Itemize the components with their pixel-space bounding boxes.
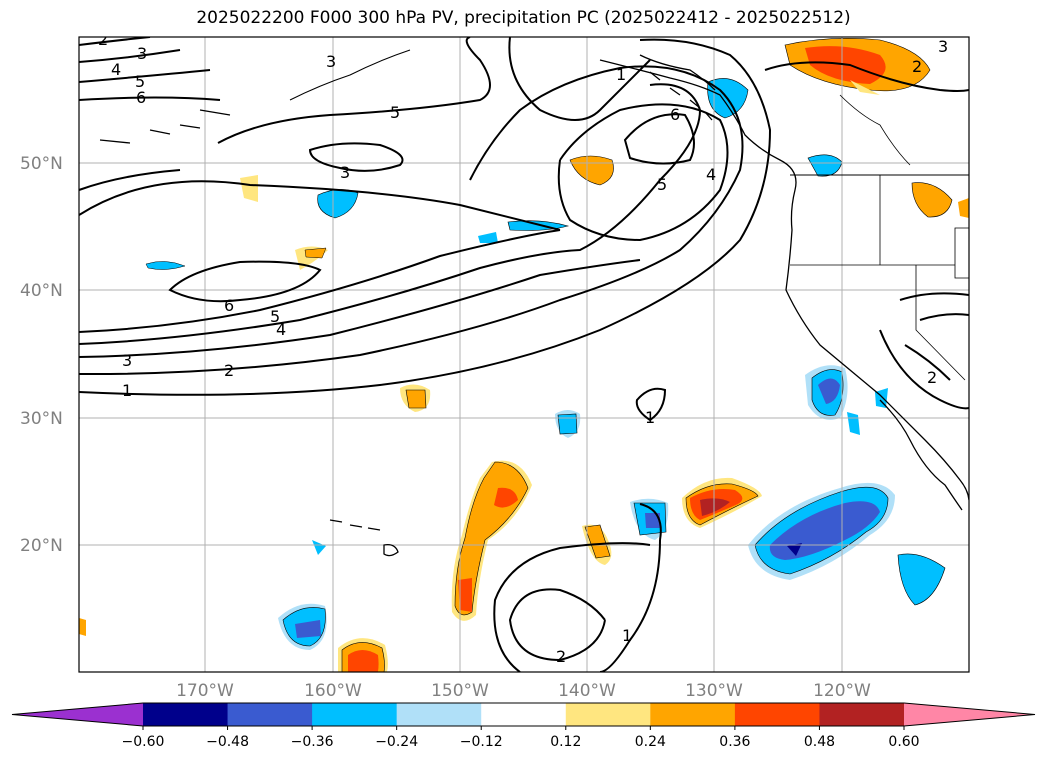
colorbar-segment xyxy=(396,703,482,726)
colorbar-segment xyxy=(227,703,313,726)
contour-label: 3 xyxy=(326,52,336,71)
gridlines xyxy=(79,37,969,672)
contour-label: 5 xyxy=(390,103,400,122)
contour-label: 5 xyxy=(270,307,280,326)
lon-label-170w: 170°W xyxy=(176,681,234,701)
lat-label-40n: 40°N xyxy=(20,281,63,301)
pv-contours xyxy=(79,37,969,672)
plot-title: 2025022200 F000 300 hPa PV, precipitatio… xyxy=(196,8,851,28)
colorbar-tick-label: 0.24 xyxy=(635,734,666,750)
contour-label: 4 xyxy=(706,165,716,184)
lat-labels: 50°N 40°N 30°N 20°N xyxy=(20,154,63,556)
colorbar-tick-label: −0.36 xyxy=(291,734,334,750)
lon-label-150w: 150°W xyxy=(431,681,489,701)
colorbar-tick-label: −0.12 xyxy=(460,734,503,750)
contour-label: 3 xyxy=(137,44,147,63)
contour-label: 3 xyxy=(122,351,132,370)
contour-label: 6 xyxy=(670,105,680,124)
coastlines xyxy=(99,49,969,557)
contour-label: 4 xyxy=(276,320,286,339)
colorbar-tick-label: −0.60 xyxy=(122,734,165,750)
colorbar-tick-label: 0.48 xyxy=(804,734,835,750)
contour-label: 1 xyxy=(645,408,655,427)
contour-label: 5 xyxy=(135,72,145,91)
colorbar-tick-label: 0.36 xyxy=(719,734,750,750)
contour-label: 2 xyxy=(912,57,922,76)
colorbar-segment xyxy=(819,703,905,726)
contour-label: 1 xyxy=(622,626,632,645)
lat-label-30n: 30°N xyxy=(20,409,63,429)
lat-label-20n: 20°N xyxy=(20,536,63,556)
colorbar-segment xyxy=(734,703,820,726)
contour-label: 2 xyxy=(927,368,937,387)
lat-label-50n: 50°N xyxy=(20,154,63,174)
colorbar-extend-min xyxy=(12,703,143,726)
contour-label: 1 xyxy=(616,65,626,84)
colorbar-segment xyxy=(481,703,567,726)
colorbar-segment xyxy=(143,703,229,726)
colorbar-segment xyxy=(312,703,398,726)
contour-label: 2 xyxy=(98,30,108,49)
colorbar-segment xyxy=(650,703,736,726)
colorbar-tick-label: 0.12 xyxy=(550,734,581,750)
contour-label: 2 xyxy=(556,647,566,666)
map-border xyxy=(78,36,970,673)
lon-labels: 170°W 160°W 150°W 140°W 130°W 120°W xyxy=(176,681,871,701)
contour-label: 1 xyxy=(122,381,132,400)
lon-label-140w: 140°W xyxy=(558,681,616,701)
colorbar-tick-label: 0.60 xyxy=(888,734,919,750)
lon-label-160w: 160°W xyxy=(304,681,362,701)
contour-label: 3 xyxy=(938,37,948,56)
colorbar: −0.60 −0.48 −0.36 −0.24 −0.12 0.12 0.24 0.36 0.4… xyxy=(11,702,1036,750)
contour-label: 3 xyxy=(340,163,350,182)
lon-label-130w: 130°W xyxy=(685,681,743,701)
contour-label: 6 xyxy=(136,88,146,107)
colorbar-extend-max xyxy=(904,703,1035,726)
contour-labels: 2 3 4 5 6 3 1 6 5 4 3 5 6 5 4 3 2 1 1 1 … xyxy=(98,30,948,666)
map-panel: 2 3 4 5 6 3 1 6 5 4 3 5 6 5 4 3 2 1 1 1 … xyxy=(79,30,969,672)
contour-label: 4 xyxy=(111,60,121,79)
colorbar-segment xyxy=(565,703,651,726)
colorbar-tick-label: −0.24 xyxy=(375,734,418,750)
contour-label: 6 xyxy=(224,296,234,315)
contour-label: 5 xyxy=(657,175,667,194)
contour-label: 2 xyxy=(224,361,234,380)
colorbar-tick-label: −0.48 xyxy=(206,734,249,750)
lon-label-120w: 120°W xyxy=(813,681,871,701)
